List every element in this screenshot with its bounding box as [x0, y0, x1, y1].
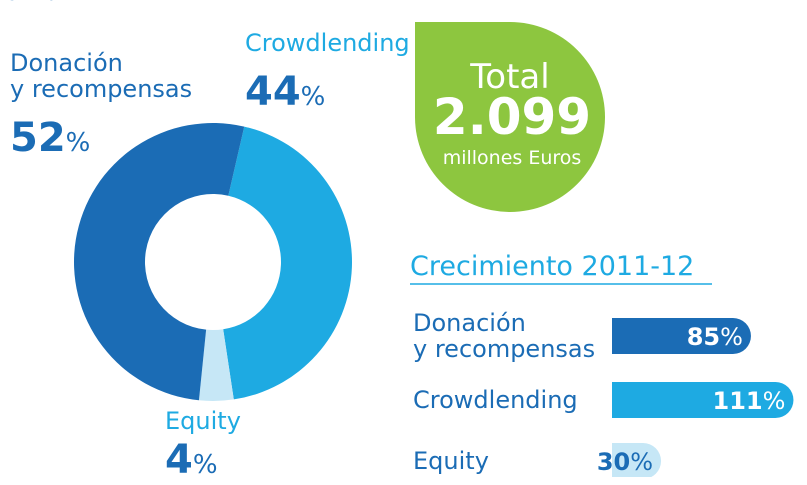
- bar-category-label: Crowdlending: [413, 386, 578, 414]
- donut-value-label: 4%: [165, 437, 218, 483]
- donut-slice: [198, 329, 234, 401]
- donut-label: Equity: [165, 407, 241, 435]
- total-unit: millones Euros: [443, 147, 582, 169]
- bar: [612, 382, 794, 418]
- donut-slice: [74, 123, 245, 401]
- bar-left-square: [612, 318, 630, 354]
- bar-left-square: [612, 443, 630, 477]
- donut-value-label: 52%: [10, 115, 91, 161]
- donut-slice: [223, 126, 353, 400]
- bar-value-label: 85%: [687, 323, 743, 351]
- donut-label: Donación y recompensas: [10, 49, 193, 103]
- bar-category-label: Donación y recompensas: [413, 309, 596, 363]
- total-value: 2.099: [433, 88, 591, 146]
- bar-category-label: Equity: [413, 447, 489, 475]
- donut-label: Crowdlending: [245, 29, 410, 57]
- bar-left-square: [612, 382, 630, 418]
- bar-value-label: 30%: [597, 448, 653, 476]
- bar-value-label: 111%: [713, 387, 786, 415]
- donut-value-label: 44%: [245, 69, 326, 115]
- bar-chart-title: Crecimiento 2011-12: [410, 251, 695, 282]
- header: en 2012: [6, 0, 80, 8]
- total-bubble: [415, 22, 605, 212]
- total-title: Total: [469, 57, 549, 97]
- bar: [612, 318, 751, 354]
